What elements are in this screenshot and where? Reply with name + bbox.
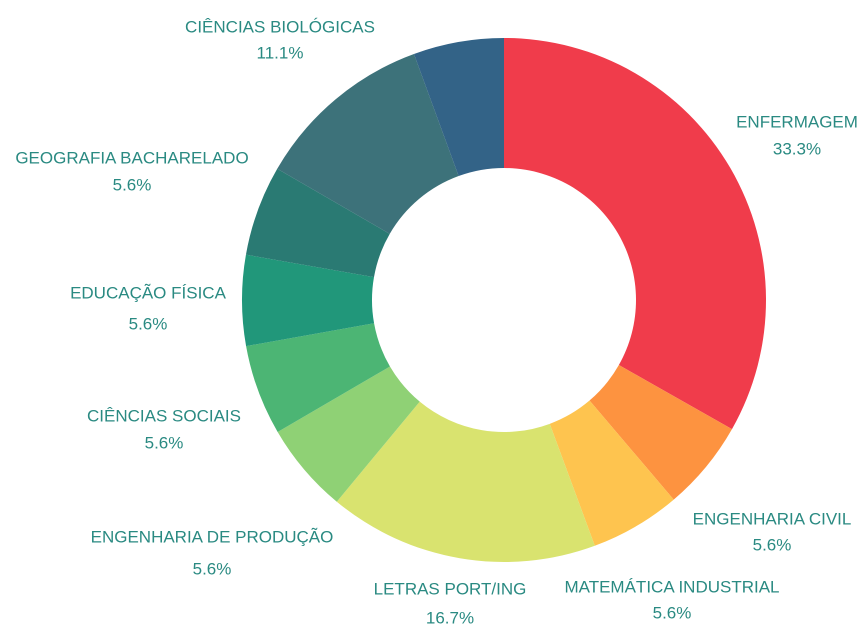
slice-label: GEOGRAFIA BACHARELADO	[15, 148, 248, 167]
slice-value-label: 5.6%	[145, 433, 184, 452]
slice-label: ENGENHARIA DE PRODUÇÃO	[91, 527, 334, 546]
slice-value-label: 5.6%	[129, 314, 168, 333]
slice-label: CIÊNCIAS SOCIAIS	[87, 406, 241, 425]
donut-slice	[277, 366, 420, 502]
donut-slice	[413, 38, 504, 177]
donut-slice	[549, 400, 674, 546]
slice-label: LETRAS PORT/ING	[374, 579, 527, 598]
donut-slice	[336, 401, 595, 563]
donut-slice	[246, 323, 390, 432]
donut-slice	[245, 168, 390, 278]
slice-value-label: 5.6%	[753, 535, 792, 554]
slice-value-label: 33.3%	[773, 139, 821, 158]
slice-value-label: 5.6%	[113, 175, 152, 194]
slice-value-label: 5.6%	[193, 559, 232, 578]
slice-value-label: 5.6%	[653, 603, 692, 622]
slice-label: ENGENHARIA CIVIL	[693, 509, 852, 528]
slice-label: EDUCAÇÃO FÍSICA	[70, 283, 227, 302]
donut-slice	[277, 53, 459, 234]
slice-label: MATEMÁTICA INDUSTRIAL	[564, 577, 779, 596]
donut-slice	[589, 365, 732, 500]
donut-slice	[504, 38, 767, 430]
donut-slice	[242, 254, 375, 347]
slice-label: ENFERMAGEM	[736, 112, 858, 131]
slice-value-label: 16.7%	[426, 608, 474, 627]
slice-value-label: 11.1%	[257, 43, 304, 62]
slice-label: CIÊNCIAS BIOLÓGICAS	[185, 17, 375, 36]
